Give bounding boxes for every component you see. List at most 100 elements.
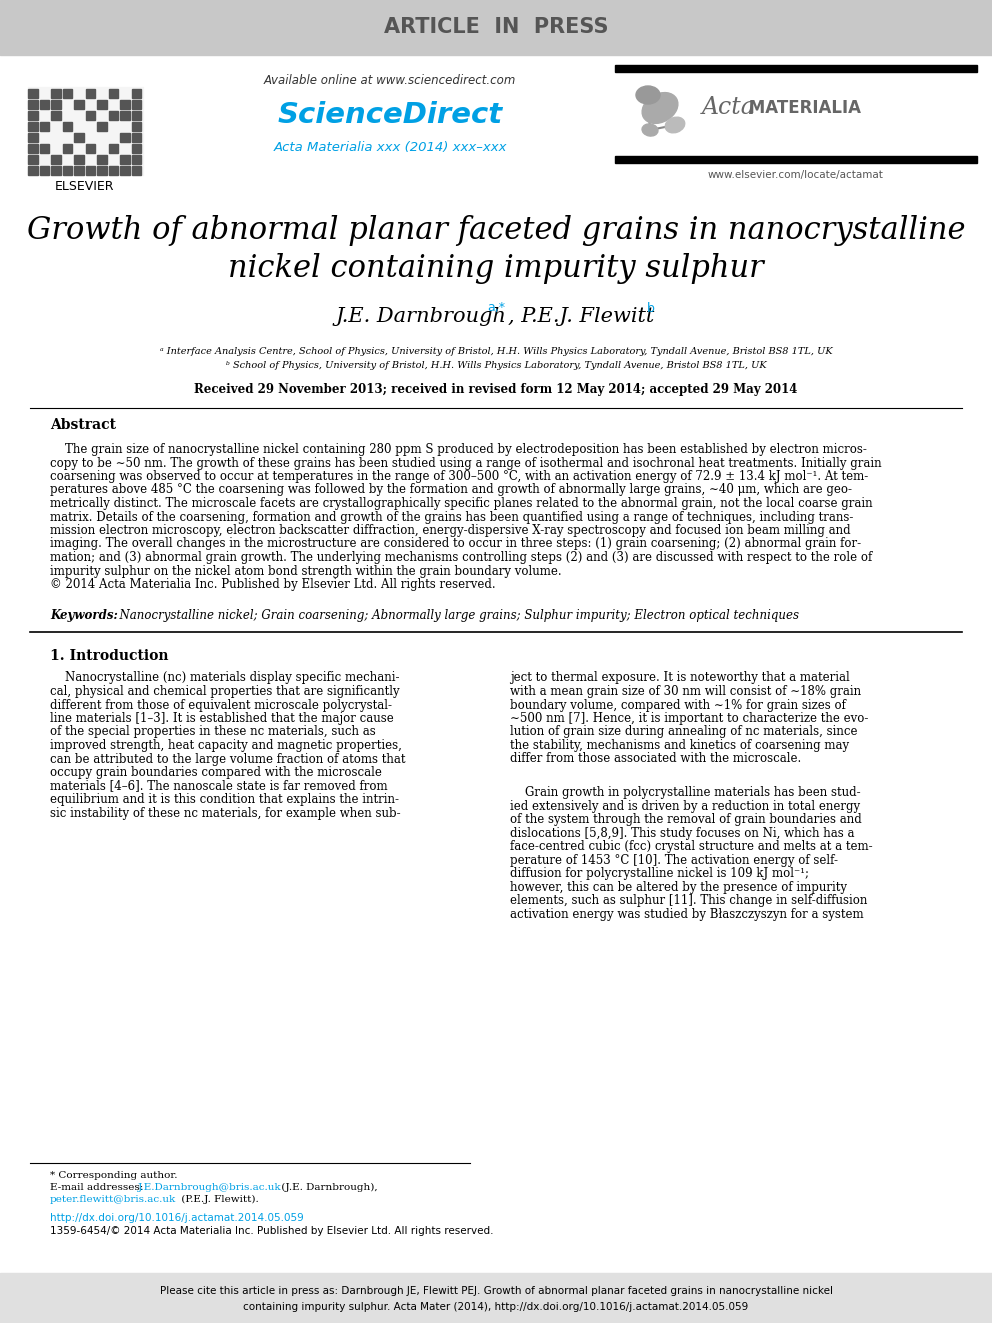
Bar [120, 155, 130, 164]
Bar [40, 99, 50, 108]
Text: boundary volume, compared with ∼1% for grain sizes of: boundary volume, compared with ∼1% for g… [510, 699, 846, 712]
Bar [28, 155, 38, 164]
Bar [74, 165, 83, 175]
Text: however, this can be altered by the presence of impurity: however, this can be altered by the pres… [510, 881, 847, 894]
Text: 1359-6454/© 2014 Acta Materialia Inc. Published by Elsevier Ltd. All rights rese: 1359-6454/© 2014 Acta Materialia Inc. Pu… [50, 1226, 493, 1236]
Bar [28, 144, 38, 153]
Text: Grain growth in polycrystalline materials has been stud-: Grain growth in polycrystalline material… [510, 786, 861, 799]
Bar [85, 144, 95, 153]
Ellipse shape [666, 118, 684, 132]
Bar [40, 144, 50, 153]
Bar [28, 165, 38, 175]
Bar [40, 122, 50, 131]
Bar [85, 165, 95, 175]
Text: * Corresponding author.: * Corresponding author. [50, 1171, 178, 1180]
Bar [74, 99, 83, 108]
Text: (P.E.J. Flewitt).: (P.E.J. Flewitt). [178, 1195, 259, 1204]
Ellipse shape [642, 93, 678, 123]
Bar [0, 1273, 992, 1323]
Text: www.elsevier.com/locate/actamat: www.elsevier.com/locate/actamat [708, 169, 884, 180]
Text: different from those of equivalent microscale polycrystal-: different from those of equivalent micro… [50, 699, 392, 712]
Bar [28, 132, 38, 142]
Bar [120, 111, 130, 120]
Text: J.E. Darnbrough: J.E. Darnbrough [336, 307, 507, 325]
Bar [132, 111, 141, 120]
Text: peter.flewitt@bris.ac.uk: peter.flewitt@bris.ac.uk [50, 1195, 177, 1204]
Bar [108, 89, 118, 98]
Bar [28, 99, 38, 108]
Bar [85, 89, 95, 98]
Bar [108, 144, 118, 153]
Text: (J.E. Darnbrough),: (J.E. Darnbrough), [278, 1183, 378, 1192]
Text: MATERIALIA: MATERIALIA [743, 99, 861, 116]
Text: b: b [647, 302, 655, 315]
Text: ARTICLE  IN  PRESS: ARTICLE IN PRESS [384, 17, 608, 37]
Bar [108, 111, 118, 120]
Bar [51, 155, 61, 164]
Ellipse shape [636, 86, 660, 105]
Bar [132, 144, 141, 153]
Text: imaging. The overall changes in the microstructure are considered to occur in th: imaging. The overall changes in the micr… [50, 537, 861, 550]
Text: Abstract: Abstract [50, 418, 116, 433]
Bar [132, 165, 141, 175]
Text: the stability, mechanisms and kinetics of coarsening may: the stability, mechanisms and kinetics o… [510, 740, 849, 751]
Text: ject to thermal exposure. It is noteworthy that a material: ject to thermal exposure. It is notewort… [510, 672, 850, 684]
Text: Received 29 November 2013; received in revised form 12 May 2014; accepted 29 May: Received 29 November 2013; received in r… [194, 384, 798, 397]
Bar [62, 122, 72, 131]
Text: Acta: Acta [702, 97, 756, 119]
Bar [97, 165, 107, 175]
Text: of the system through the removal of grain boundaries and: of the system through the removal of gra… [510, 814, 862, 827]
Text: line materials [1–3]. It is established that the major cause: line materials [1–3]. It is established … [50, 712, 394, 725]
Text: of the special properties in these nc materials, such as: of the special properties in these nc ma… [50, 725, 376, 738]
Ellipse shape [642, 124, 658, 136]
Text: Growth of abnormal planar faceted grains in nanocrystalline: Growth of abnormal planar faceted grains… [27, 214, 965, 246]
Text: Acta Materialia xxx (2014) xxx–xxx: Acta Materialia xxx (2014) xxx–xxx [273, 140, 507, 153]
Bar [62, 144, 72, 153]
Text: lution of grain size during annealing of nc materials, since: lution of grain size during annealing of… [510, 725, 857, 738]
Bar [40, 165, 50, 175]
Bar [120, 132, 130, 142]
Text: a,*: a,* [487, 302, 505, 315]
Text: ScienceDirect: ScienceDirect [278, 101, 503, 130]
Bar [97, 155, 107, 164]
Text: peratures above 485 °C the coarsening was followed by the formation and growth o: peratures above 485 °C the coarsening wa… [50, 483, 852, 496]
Text: Keywords:: Keywords: [50, 610, 118, 623]
Text: diffusion for polycrystalline nickel is 109 kJ mol⁻¹;: diffusion for polycrystalline nickel is … [510, 868, 809, 880]
Text: can be attributed to the large volume fraction of atoms that: can be attributed to the large volume fr… [50, 753, 406, 766]
Bar [97, 122, 107, 131]
Text: ∼500 nm [7]. Hence, it is important to characterize the evo-: ∼500 nm [7]. Hence, it is important to c… [510, 712, 868, 725]
Text: dislocations [5,8,9]. This study focuses on Ni, which has a: dislocations [5,8,9]. This study focuses… [510, 827, 854, 840]
Text: equilibrium and it is this condition that explains the intrin-: equilibrium and it is this condition tha… [50, 792, 399, 806]
Text: face-centred cubic (fcc) crystal structure and melts at a tem-: face-centred cubic (fcc) crystal structu… [510, 840, 873, 853]
Text: impurity sulphur on the nickel atom bond strength within the grain boundary volu: impurity sulphur on the nickel atom bond… [50, 565, 561, 578]
Bar [28, 87, 143, 175]
Bar [28, 111, 38, 120]
Bar [28, 122, 38, 131]
Bar [62, 165, 72, 175]
Bar [132, 99, 141, 108]
Text: Nanocrystalline nickel; Grain coarsening; Abnormally large grains; Sulphur impur: Nanocrystalline nickel; Grain coarsening… [112, 610, 799, 623]
Text: copy to be ∼50 nm. The growth of these grains has been studied using a range of : copy to be ∼50 nm. The growth of these g… [50, 456, 882, 470]
Text: The grain size of nanocrystalline nickel containing 280 ppm S produced by electr: The grain size of nanocrystalline nickel… [50, 443, 867, 456]
Text: occupy grain boundaries compared with the microscale: occupy grain boundaries compared with th… [50, 766, 382, 779]
Text: 1. Introduction: 1. Introduction [50, 650, 169, 664]
Text: ELSEVIER: ELSEVIER [56, 180, 115, 193]
Text: , P.E.J. Flewitt: , P.E.J. Flewitt [508, 307, 655, 325]
Text: mission electron microscopy, electron backscatter diffraction, energy-dispersive: mission electron microscopy, electron ba… [50, 524, 850, 537]
Bar [28, 89, 38, 98]
Text: J.E.Darnbrough@bris.ac.uk: J.E.Darnbrough@bris.ac.uk [138, 1183, 282, 1192]
Text: Available online at www.sciencedirect.com: Available online at www.sciencedirect.co… [264, 74, 516, 86]
Bar [108, 165, 118, 175]
Bar [97, 99, 107, 108]
Bar [132, 132, 141, 142]
Bar [0, 0, 992, 56]
Text: © 2014 Acta Materialia Inc. Published by Elsevier Ltd. All rights reserved.: © 2014 Acta Materialia Inc. Published by… [50, 578, 496, 591]
Text: ᵇ School of Physics, University of Bristol, H.H. Wills Physics Laboratory, Tynda: ᵇ School of Physics, University of Brist… [226, 361, 766, 370]
Bar [51, 99, 61, 108]
Text: improved strength, heat capacity and magnetic properties,: improved strength, heat capacity and mag… [50, 740, 402, 751]
Text: nickel containing impurity sulphur: nickel containing impurity sulphur [228, 253, 764, 283]
Bar [51, 165, 61, 175]
Bar [615, 156, 977, 163]
Text: perature of 1453 °C [10]. The activation energy of self-: perature of 1453 °C [10]. The activation… [510, 853, 838, 867]
Text: Nanocrystalline (nc) materials display specific mechani-: Nanocrystalline (nc) materials display s… [50, 672, 400, 684]
